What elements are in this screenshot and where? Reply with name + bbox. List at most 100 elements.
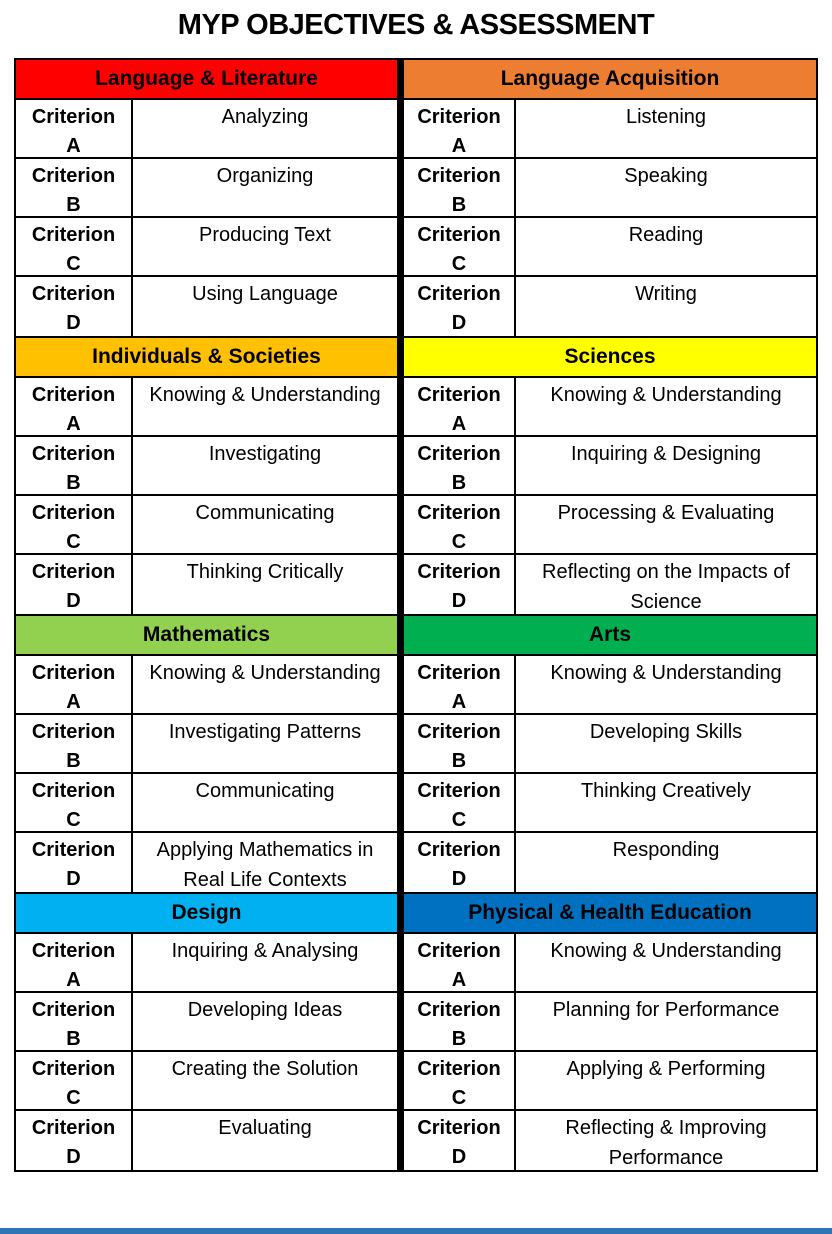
criterion-cell: Criterion A bbox=[16, 656, 133, 713]
criterion-cell: Criterion B bbox=[404, 159, 516, 216]
criterion-row: Criterion A Analyzing bbox=[16, 100, 397, 159]
criterion-letter: C bbox=[66, 531, 81, 553]
criterion-cell: Criterion D bbox=[404, 277, 516, 336]
criterion-row: Criterion A Listening bbox=[404, 100, 816, 159]
criterion-row: Criterion B Developing Ideas bbox=[16, 993, 397, 1052]
criterion-word: Criterion bbox=[417, 780, 501, 802]
objective-cell: Producing Text bbox=[199, 224, 331, 246]
subject-header: Language Acquisition bbox=[404, 60, 816, 100]
criterion-word: Criterion bbox=[31, 999, 116, 1021]
criterion-letter: C bbox=[66, 1087, 81, 1109]
criterion-cell: Criterion A bbox=[404, 934, 516, 991]
criterion-cell: Criterion A bbox=[16, 934, 133, 991]
objective-cell: Analyzing bbox=[221, 106, 309, 128]
criterion-letter: D bbox=[66, 590, 81, 612]
objective-cell: Applying & Performing bbox=[566, 1058, 766, 1080]
table-right-column: Language Acquisition Criterion A Listeni… bbox=[402, 58, 818, 1172]
criterion-cell: Criterion C bbox=[404, 218, 516, 275]
objective-cell: Knowing & Understanding bbox=[550, 384, 782, 406]
criterion-row: Criterion D Applying Mathematics in Real… bbox=[16, 833, 397, 892]
criterion-word: Criterion bbox=[31, 940, 116, 962]
criterion-letter: A bbox=[451, 691, 467, 713]
objective-cell: Listening bbox=[625, 106, 707, 128]
criterion-word: Criterion bbox=[31, 662, 116, 684]
objective-cell: Inquiring & Analysing bbox=[171, 940, 359, 962]
criterion-cell: Criterion C bbox=[404, 496, 516, 553]
criterion-letter: A bbox=[66, 691, 81, 713]
criterion-cell: Criterion C bbox=[16, 774, 133, 831]
criterion-row: Criterion A Knowing & Understanding bbox=[16, 656, 397, 715]
criterion-word: Criterion bbox=[417, 384, 501, 406]
criterion-cell: Criterion B bbox=[16, 715, 133, 772]
criterion-row: Criterion B Inquiring & Designing bbox=[404, 437, 816, 496]
objective-cell: Processing & Evaluating bbox=[557, 502, 775, 524]
criterion-row: Criterion D Reflecting on the Impacts of… bbox=[404, 555, 816, 614]
criterion-letter: A bbox=[451, 969, 467, 991]
criterion-letter: B bbox=[66, 750, 81, 772]
subject-block: Arts Criterion A Knowing & Understanding… bbox=[404, 616, 816, 894]
criterion-letter: B bbox=[66, 194, 81, 216]
objective-cell: Organizing bbox=[216, 165, 314, 187]
objective-cell: Developing Ideas bbox=[187, 999, 343, 1021]
criterion-word: Criterion bbox=[31, 1117, 116, 1139]
objectives-table: Language & Literature Criterion A Analyz… bbox=[14, 58, 818, 1172]
objective-cell: Knowing & Understanding bbox=[550, 940, 782, 962]
criterion-row: Criterion C Communicating bbox=[16, 496, 397, 555]
criterion-word: Criterion bbox=[417, 721, 501, 743]
criterion-letter: D bbox=[451, 312, 467, 334]
objective-cell: Thinking Critically bbox=[186, 561, 344, 583]
criterion-cell: Criterion D bbox=[16, 555, 133, 614]
subject-header: Sciences bbox=[404, 338, 816, 378]
criterion-letter: A bbox=[66, 135, 81, 157]
objective-cell: Knowing & Understanding bbox=[149, 384, 381, 406]
objective-cell: Responding bbox=[612, 839, 720, 861]
criterion-word: Criterion bbox=[31, 443, 116, 465]
criterion-letter: D bbox=[451, 868, 467, 890]
criterion-row: Criterion A Knowing & Understanding bbox=[404, 656, 816, 715]
objective-cell: Communicating bbox=[195, 780, 335, 802]
criterion-row: Criterion A Knowing & Understanding bbox=[16, 378, 397, 437]
criterion-cell: Criterion B bbox=[16, 993, 133, 1050]
objective-cell: Knowing & Understanding bbox=[149, 662, 381, 684]
criterion-letter: C bbox=[451, 809, 467, 831]
criterion-letter: D bbox=[451, 1146, 467, 1168]
subject-block: Design Criterion A Inquiring & Analysing… bbox=[16, 894, 397, 1170]
criterion-cell: Criterion C bbox=[404, 774, 516, 831]
criterion-cell: Criterion C bbox=[16, 1052, 133, 1109]
criterion-word: Criterion bbox=[417, 165, 501, 187]
subject-header: Physical & Health Education bbox=[404, 894, 816, 934]
subject-header: Individuals & Societies bbox=[16, 338, 397, 378]
criterion-letter: D bbox=[66, 1146, 81, 1168]
objective-cell: Speaking bbox=[624, 165, 708, 187]
criterion-letter: C bbox=[451, 1087, 467, 1109]
subject-block: Language Acquisition Criterion A Listeni… bbox=[404, 60, 816, 338]
criterion-word: Criterion bbox=[31, 502, 116, 524]
criterion-cell: Criterion A bbox=[404, 100, 516, 157]
criterion-cell: Criterion A bbox=[404, 378, 516, 435]
objective-cell: Investigating Patterns bbox=[168, 721, 362, 743]
criterion-row: Criterion C Communicating bbox=[16, 774, 397, 833]
criterion-cell: Criterion C bbox=[16, 496, 133, 553]
criterion-cell: Criterion D bbox=[404, 555, 516, 614]
criterion-row: Criterion C Applying & Performing bbox=[404, 1052, 816, 1111]
criterion-row: Criterion D Evaluating bbox=[16, 1111, 397, 1170]
criterion-cell: Criterion A bbox=[16, 378, 133, 435]
criterion-letter: B bbox=[451, 472, 467, 494]
criterion-cell: Criterion B bbox=[16, 437, 133, 494]
criterion-word: Criterion bbox=[417, 561, 501, 583]
objective-cell: Writing bbox=[635, 283, 697, 305]
criterion-word: Criterion bbox=[417, 283, 501, 305]
criterion-letter: A bbox=[451, 413, 467, 435]
criterion-word: Criterion bbox=[31, 224, 116, 246]
criterion-word: Criterion bbox=[417, 502, 501, 524]
criterion-row: Criterion D Writing bbox=[404, 277, 816, 336]
subject-block: Language & Literature Criterion A Analyz… bbox=[16, 60, 397, 338]
criterion-row: Criterion D Using Language bbox=[16, 277, 397, 336]
criterion-word: Criterion bbox=[31, 780, 116, 802]
objective-cell: Planning for Performance bbox=[552, 999, 780, 1021]
objective-cell: Developing Skills bbox=[589, 721, 743, 743]
criterion-cell: Criterion B bbox=[404, 437, 516, 494]
criterion-row: Criterion A Knowing & Understanding bbox=[404, 934, 816, 993]
criterion-word: Criterion bbox=[31, 106, 116, 128]
